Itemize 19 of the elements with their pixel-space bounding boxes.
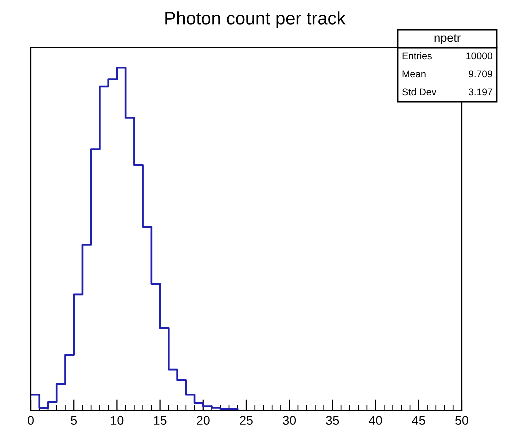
x-tick-label: 30 — [283, 416, 296, 426]
x-tick-label: 10 — [111, 416, 124, 426]
chart-title: Photon count per track — [166, 12, 346, 28]
x-tick-label: 50 — [456, 416, 468, 426]
annotation: Mean — [402, 70, 426, 78]
text: 10000 — [466, 52, 493, 60]
annotation: Std Dev — [402, 88, 437, 96]
x-tick-label: 15 — [154, 416, 167, 426]
x-tick-label: 40 — [369, 416, 382, 426]
x-tick-label: 0 — [28, 416, 34, 426]
text: npetr — [434, 34, 461, 45]
x-tick-label: 25 — [240, 416, 253, 426]
x-tick-label: 45 — [412, 416, 426, 426]
text: 9.709 — [469, 70, 492, 78]
text: 3.197 — [468, 88, 492, 96]
x-tick-label: 35 — [326, 416, 340, 426]
text: Entries — [402, 52, 432, 60]
x-tick-label: 5 — [71, 416, 78, 426]
x-tick-label: 20 — [197, 416, 210, 426]
